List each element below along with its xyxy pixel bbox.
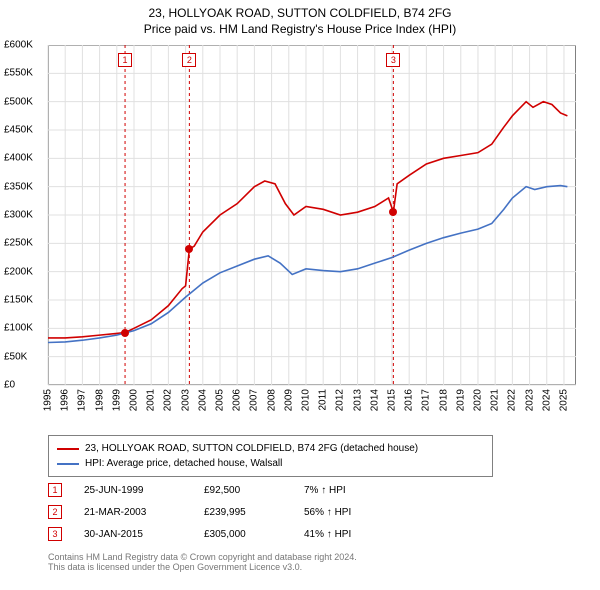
- sale-delta: 41% ↑ HPI: [304, 529, 414, 540]
- sale-delta: 7% ↑ HPI: [304, 485, 414, 496]
- sale-dot-2: [185, 245, 193, 253]
- series-hpi: [48, 186, 567, 343]
- x-tick-label: 2020: [472, 389, 483, 411]
- x-tick-label: 2008: [266, 389, 277, 411]
- legend-swatch: [57, 463, 79, 465]
- legend-swatch: [57, 448, 79, 450]
- x-tick-label: 2001: [146, 389, 157, 411]
- y-tick-label: £550K: [4, 68, 33, 79]
- y-tick-label: £100K: [4, 323, 33, 334]
- sale-price: £239,995: [204, 507, 304, 518]
- x-tick-label: 2016: [404, 389, 415, 411]
- sale-row: 1 25-JUN-1999£92,5007% ↑ HPI: [48, 479, 414, 501]
- x-tick-label: 2011: [318, 389, 329, 411]
- x-tick-label: 1997: [77, 389, 88, 411]
- sale-row: 3 30-JAN-2015£305,00041% ↑ HPI: [48, 523, 414, 545]
- x-tick-label: 2019: [455, 389, 466, 411]
- sale-row: 2 21-MAR-2003£239,99556% ↑ HPI: [48, 501, 414, 523]
- x-tick-label: 2002: [163, 389, 174, 411]
- x-tick-label: 2022: [507, 389, 518, 411]
- legend: 23, HOLLYOAK ROAD, SUTTON COLDFIELD, B74…: [48, 435, 493, 477]
- y-tick-label: £200K: [4, 266, 33, 277]
- x-tick-label: 2017: [421, 389, 432, 411]
- y-tick-label: £0: [4, 380, 15, 391]
- x-tick-label: 2000: [128, 389, 139, 411]
- sale-marker-1: 1: [118, 53, 132, 67]
- x-tick-label: 2005: [214, 389, 225, 411]
- legend-item: 23, HOLLYOAK ROAD, SUTTON COLDFIELD, B74…: [57, 441, 484, 456]
- x-tick-label: 2015: [386, 389, 397, 411]
- x-tick-label: 1996: [60, 389, 71, 411]
- y-tick-label: £300K: [4, 210, 33, 221]
- legend-item: HPI: Average price, detached house, Wals…: [57, 456, 484, 471]
- sale-row-marker: 2: [48, 505, 62, 519]
- footer-line2: This data is licensed under the Open Gov…: [48, 562, 357, 572]
- y-tick-label: £500K: [4, 96, 33, 107]
- sale-price: £305,000: [204, 529, 304, 540]
- title-line1: 23, HOLLYOAK ROAD, SUTTON COLDFIELD, B74…: [0, 6, 600, 20]
- y-tick-label: £50K: [4, 351, 27, 362]
- y-tick-label: £400K: [4, 153, 33, 164]
- x-tick-label: 1995: [43, 389, 54, 411]
- sale-date: 25-JUN-1999: [84, 485, 204, 496]
- footer-line1: Contains HM Land Registry data © Crown c…: [48, 552, 357, 562]
- x-tick-label: 2003: [180, 389, 191, 411]
- x-tick-label: 2012: [335, 389, 346, 411]
- x-tick-label: 2018: [438, 389, 449, 411]
- x-tick-label: 2006: [232, 389, 243, 411]
- sale-dot-3: [389, 208, 397, 216]
- x-tick-label: 2007: [249, 389, 260, 411]
- y-tick-label: £150K: [4, 295, 33, 306]
- chart-title: 23, HOLLYOAK ROAD, SUTTON COLDFIELD, B74…: [0, 0, 600, 36]
- y-tick-label: £600K: [4, 40, 33, 51]
- x-tick-label: 1999: [111, 389, 122, 411]
- sale-price: £92,500: [204, 485, 304, 496]
- legend-label: HPI: Average price, detached house, Wals…: [85, 458, 282, 469]
- x-tick-label: 2023: [524, 389, 535, 411]
- sale-row-marker: 1: [48, 483, 62, 497]
- x-tick-label: 2009: [283, 389, 294, 411]
- sale-marker-3: 3: [386, 53, 400, 67]
- sale-marker-2: 2: [182, 53, 196, 67]
- sale-date: 21-MAR-2003: [84, 507, 204, 518]
- x-tick-label: 2021: [490, 389, 501, 411]
- sale-date: 30-JAN-2015: [84, 529, 204, 540]
- footer-attribution: Contains HM Land Registry data © Crown c…: [48, 552, 357, 572]
- x-tick-label: 1998: [94, 389, 105, 411]
- x-tick-label: 2010: [300, 389, 311, 411]
- y-tick-label: £350K: [4, 181, 33, 192]
- legend-label: 23, HOLLYOAK ROAD, SUTTON COLDFIELD, B74…: [85, 443, 418, 454]
- sale-row-marker: 3: [48, 527, 62, 541]
- x-tick-label: 2004: [197, 389, 208, 411]
- title-line2: Price paid vs. HM Land Registry's House …: [0, 22, 600, 36]
- x-tick-label: 2013: [352, 389, 363, 411]
- x-tick-label: 2024: [541, 389, 552, 411]
- sales-table: 1 25-JUN-1999£92,5007% ↑ HPI 2 21-MAR-2003£…: [48, 479, 414, 545]
- x-tick-label: 2014: [369, 389, 380, 411]
- series-price-paid: [48, 102, 567, 338]
- y-tick-label: £450K: [4, 125, 33, 136]
- sale-dot-1: [121, 329, 129, 337]
- x-tick-label: 2025: [558, 389, 569, 411]
- sale-delta: 56% ↑ HPI: [304, 507, 414, 518]
- chart-svg: [0, 45, 600, 387]
- y-tick-label: £250K: [4, 238, 33, 249]
